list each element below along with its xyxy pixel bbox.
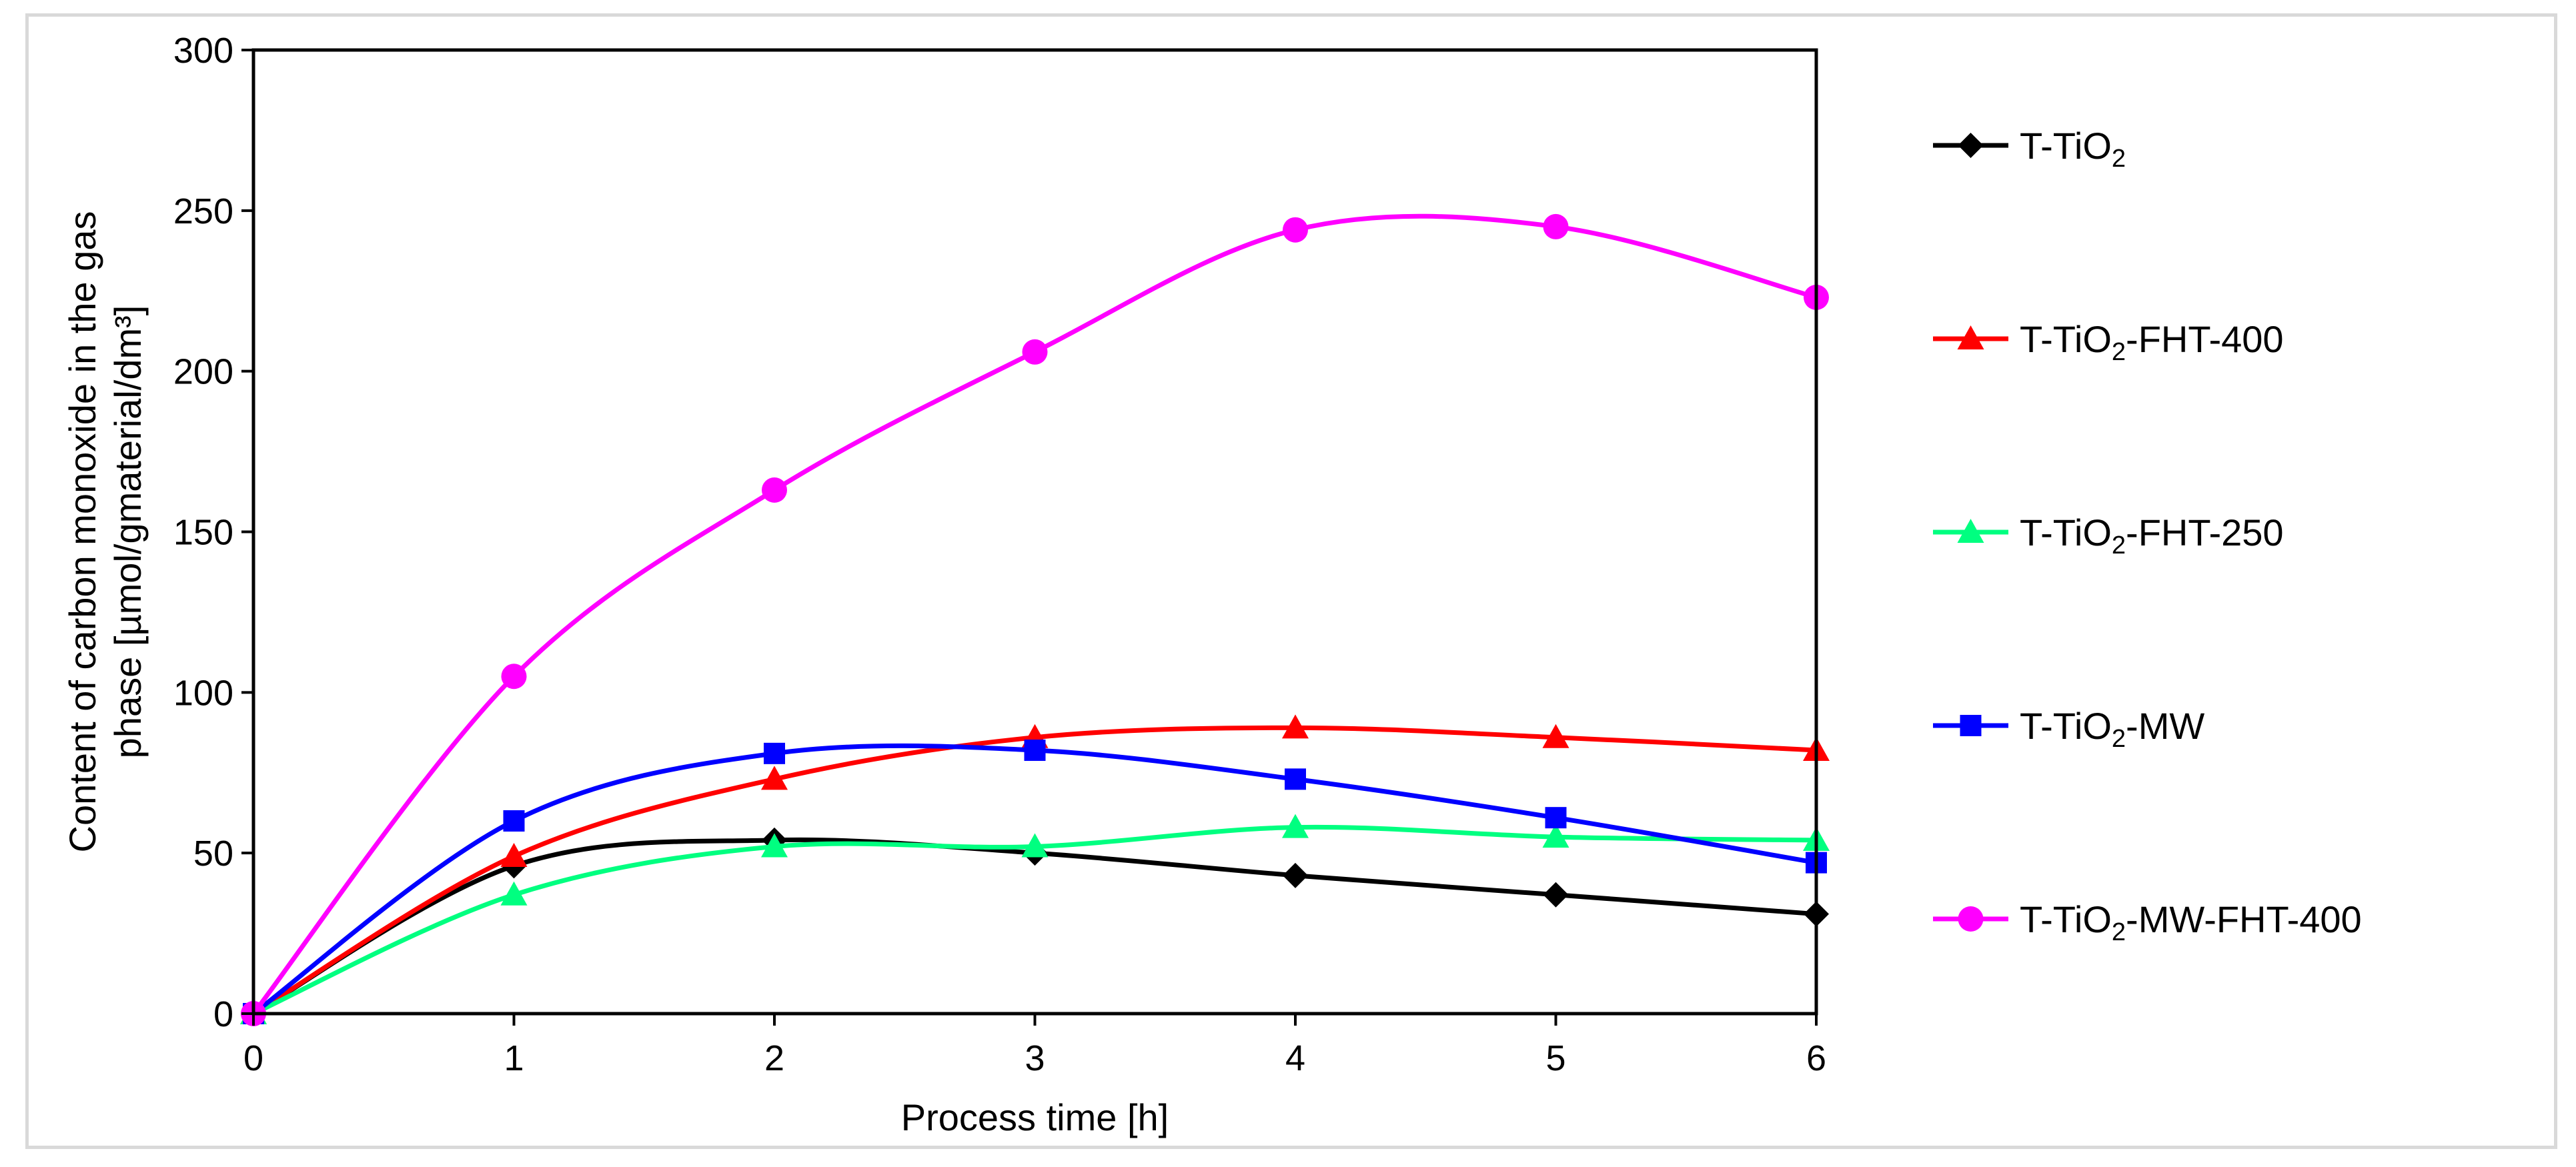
series-line-t-tio2-fht-400 [251,725,1819,1016]
data-point-t-tio2-mw [503,810,525,832]
data-point-t-tio2-fht-250 [1021,833,1049,858]
data-point-t-tio2 [1543,882,1569,908]
data-point-t-tio2-mw-fht-400 [1543,213,1569,239]
legend-item-t-tio2-fht-400: T-TiO2-FHT-400 [1933,318,2284,366]
legend-item-t-tio2-mw: T-TiO2-MW [1933,705,2204,753]
data-point-t-tio2-mw-fht-400 [501,664,527,690]
data-point-t-tio2-mw-fht-400 [762,477,787,503]
y-axis-title-line: Content of carbon monoxide in the gas [61,211,103,853]
legend-label: T-TiO2-MW [2020,705,2204,753]
y-axis-title-line: phase [µmol/gmaterial/dm³] [107,305,149,759]
x-tick-label: 3 [1025,1038,1045,1078]
data-point-t-tio2-fht-400 [500,842,528,867]
data-point-t-tio2-fht-400 [1282,714,1309,739]
x-tick-label: 1 [504,1038,524,1078]
legend-label: T-TiO2-FHT-400 [2020,318,2284,366]
x-tick-label: 6 [1806,1038,1826,1078]
y-tick-label: 100 [173,673,233,713]
y-tick-label: 200 [173,352,233,392]
y-tick-label: 150 [173,513,233,553]
data-point-t-tio2-fht-250 [761,833,788,858]
data-point-t-tio2-fht-400 [761,766,788,790]
x-tick-label: 5 [1545,1038,1565,1078]
data-point-t-tio2-fht-400 [1542,724,1569,748]
y-tick-label: 300 [173,31,233,71]
data-point-t-tio2-fht-250 [1542,824,1569,848]
y-tick-label: 50 [193,834,233,874]
legend-item-t-tio2-mw-fht-400: T-TiO2-MW-FHT-400 [1933,898,2362,946]
chart-frame: 0 50 100 150 200 250 300 0 1 2 3 4 5 6 Process time [h… [25,13,2557,1149]
x-tick-label: 0 [243,1038,263,1078]
data-point-t-tio2-mw-fht-400 [1022,339,1048,365]
legend-item-t-tio2: T-TiO2 [1933,125,2126,173]
legend-marker [1957,325,1984,349]
legend-label: T-TiO2 [2020,125,2126,173]
legend-label: T-TiO2-MW-FHT-400 [2020,898,2362,946]
series-line-t-tio2 [251,837,1819,1016]
line-chart: 0 50 100 150 200 250 300 0 1 2 3 4 5 6 Process time [h… [61,31,2362,1138]
legend-item-t-tio2-fht-250: T-TiO2-FHT-250 [1933,511,2284,559]
data-point-t-tio2-mw [1024,740,1046,762]
series-line-t-tio2-mw [251,743,1819,1016]
series-line-t-tio2-mw-fht-400 [251,213,1819,1016]
x-axis-title: Process time [h] [901,1096,1169,1138]
legend-marker [1957,519,1984,543]
data-point-t-tio2 [1283,862,1308,888]
legend-marker [1958,133,1984,158]
data-point-t-tio2-mw [1545,807,1567,829]
data-point-t-tio2-fht-250 [1282,814,1309,838]
data-point-t-tio2-mw [1285,768,1306,790]
data-point-t-tio2-mw [764,742,785,764]
data-point-t-tio2-mw-fht-400 [1283,217,1308,243]
legend-label: T-TiO2-FHT-250 [2020,511,2284,559]
y-tick-label: 250 [173,191,233,231]
x-tick-label: 4 [1285,1038,1305,1078]
legend-marker [1960,715,1982,736]
legend-marker [1958,906,1984,932]
data-point-t-tio2-fht-250 [500,881,528,906]
y-tick-label: 0 [213,994,233,1034]
x-tick-label: 2 [764,1038,784,1078]
